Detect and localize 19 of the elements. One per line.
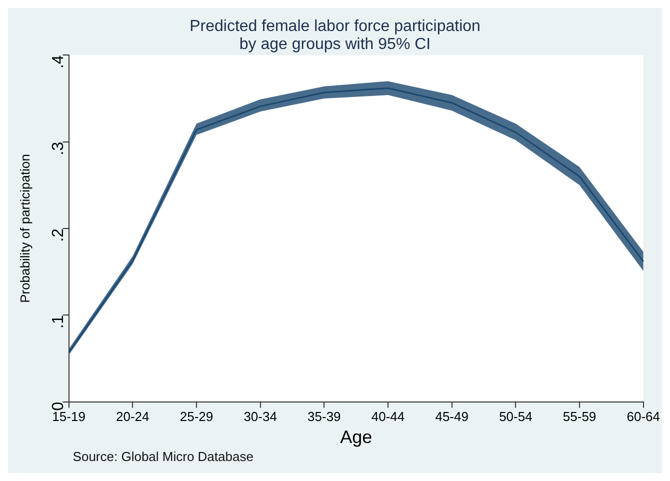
y-tick-label: .1 <box>50 315 68 328</box>
x-axis-title: Age <box>340 427 372 448</box>
y-tick-label: .4 <box>50 55 68 69</box>
y-axis-title: Probability of participation <box>17 154 32 303</box>
y-tick-label: .2 <box>50 228 68 242</box>
chart-title: Predicted female labor force participation by age groups with 95% CI <box>190 18 480 53</box>
source-note: Source: Global Micro Database <box>72 449 254 464</box>
x-tick-label: 55-59 <box>562 409 596 424</box>
x-tick-label: 60-64 <box>626 409 660 424</box>
x-tick-label: 45-49 <box>435 409 468 424</box>
y-tick-label: .3 <box>50 142 68 156</box>
y-tick-label: 0 <box>50 402 68 411</box>
x-tick-label: 30-34 <box>244 409 277 424</box>
x-tick-label: 35-39 <box>308 409 341 424</box>
x-tick-label: 25-29 <box>180 409 214 424</box>
x-tick-label: 20-24 <box>116 409 150 424</box>
x-tick-label: 15-19 <box>52 409 86 424</box>
x-tick-label: 50-54 <box>499 409 532 424</box>
x-tick-label: 40-44 <box>371 409 405 424</box>
